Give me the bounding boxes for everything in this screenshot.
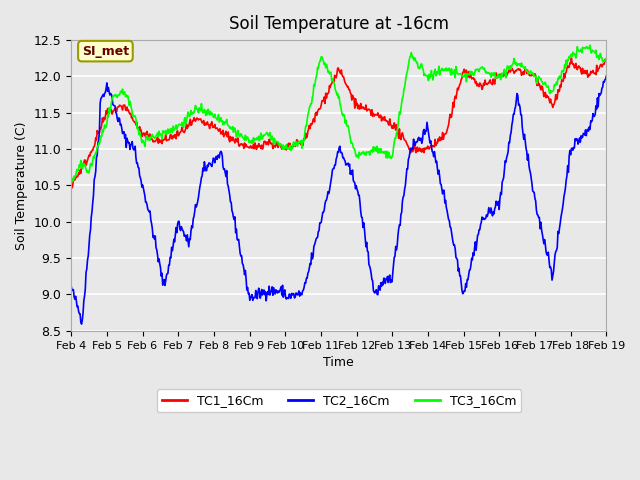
X-axis label: Time: Time <box>323 356 354 369</box>
Line: TC1_16Cm: TC1_16Cm <box>71 58 606 188</box>
TC1_16Cm <box>67 182 75 188</box>
TC2_16Cm <box>67 283 75 288</box>
TC2_16Cm <box>133 160 141 166</box>
Legend: TC1_16Cm, TC2_16Cm, TC3_16Cm: TC1_16Cm, TC2_16Cm, TC3_16Cm <box>157 389 521 412</box>
TC3_16Cm <box>420 72 428 78</box>
TC1_16Cm <box>568 55 575 61</box>
TC2_16Cm <box>187 228 195 233</box>
TC3_16Cm <box>70 178 77 184</box>
TC3_16Cm <box>187 108 195 113</box>
TC1_16Cm <box>216 127 223 133</box>
TC2_16Cm <box>77 321 85 327</box>
Line: TC3_16Cm: TC3_16Cm <box>71 45 606 181</box>
TC3_16Cm <box>216 119 223 125</box>
TC1_16Cm <box>187 122 195 128</box>
TC1_16Cm <box>77 163 85 169</box>
TC3_16Cm <box>77 161 85 167</box>
TC1_16Cm <box>420 150 428 156</box>
Title: Soil Temperature at -16cm: Soil Temperature at -16cm <box>228 15 449 33</box>
Y-axis label: Soil Temperature (C): Soil Temperature (C) <box>15 121 28 250</box>
TC1_16Cm <box>133 120 141 125</box>
TC2_16Cm <box>420 127 428 132</box>
TC2_16Cm <box>77 320 84 325</box>
TC1_16Cm <box>404 144 412 150</box>
Line: TC2_16Cm: TC2_16Cm <box>71 76 606 324</box>
TC2_16Cm <box>602 73 610 79</box>
Text: SI_met: SI_met <box>82 45 129 58</box>
TC3_16Cm <box>404 62 412 68</box>
TC3_16Cm <box>67 178 75 183</box>
TC3_16Cm <box>602 58 610 63</box>
TC3_16Cm <box>133 122 141 128</box>
TC2_16Cm <box>404 156 412 162</box>
TC3_16Cm <box>586 42 594 48</box>
TC1_16Cm <box>602 58 610 63</box>
TC1_16Cm <box>68 185 76 191</box>
TC2_16Cm <box>216 155 223 161</box>
